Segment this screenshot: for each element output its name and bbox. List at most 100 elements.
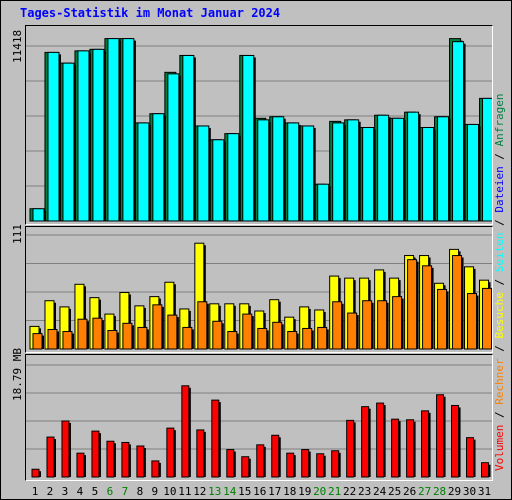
hits-seiten-bar-day-29 (452, 41, 465, 222)
volume-volumen-bar-day-22 (346, 419, 355, 478)
visits-rechner-bar-day-22 (347, 312, 358, 350)
x-tick-label-day-30: 30 (462, 485, 477, 498)
visits-rechner-bar-day-4 (77, 318, 88, 350)
x-tick-label-day-24: 24 (373, 485, 387, 498)
x-tick-label-day-25: 25 (387, 485, 402, 498)
visits-rechner-bar-day-2 (47, 328, 58, 350)
volume-volumen-bar-day-7 (121, 441, 130, 478)
hits-seiten-bar-day-20 (317, 183, 330, 222)
visits-rechner-bar-day-13 (212, 320, 223, 350)
visits-rechner-bar-day-23 (362, 300, 373, 350)
legend-separator: / (493, 272, 506, 293)
x-tick-label-day-18: 18 (283, 485, 297, 498)
hits-seiten-bar-day-19 (302, 125, 315, 222)
legend-item-dateien: Dateien (493, 166, 506, 213)
hits-seiten-bar-day-31 (482, 97, 492, 222)
legend-separator: / (493, 404, 506, 425)
x-tick-label-day-2: 2 (46, 485, 54, 498)
volume-volumen-bar-day-28 (436, 394, 445, 478)
volume-volumen-bar-day-30 (466, 437, 475, 478)
visits-rechner-bar-day-18 (287, 331, 298, 350)
x-tick-label-day-13: 13 (208, 485, 222, 498)
visits-rechner-bar-day-25 (392, 296, 403, 350)
hits-seiten-bar-day-28 (437, 116, 450, 222)
x-tick-label-day-5: 5 (91, 485, 99, 498)
volume-volumen-bar-day-20 (316, 453, 325, 478)
hits-seiten-bar-day-16 (257, 119, 270, 222)
hits-seiten-bar-day-12 (197, 125, 210, 222)
visits-rechner-bar-day-6 (107, 330, 118, 350)
x-tick-label-day-14: 14 (223, 485, 237, 498)
legend-item-volumen: Volumen (493, 424, 506, 471)
x-tick-label-day-23: 23 (358, 485, 372, 498)
x-tick-label-day-16: 16 (253, 485, 267, 498)
hits-seiten-bar-day-7 (122, 38, 135, 222)
x-tick-label-day-10: 10 (163, 485, 177, 498)
legend-separator: / (493, 212, 506, 233)
hits-seiten-bar-day-22 (347, 119, 360, 222)
x-axis-day-labels: 1 2 3 4 5 6 7 8 9 10 11 12 13 14 15 16 17 18 19 20 21 22 23 24 2… (25, 485, 491, 499)
legend-separator: / (493, 338, 506, 359)
x-tick-label-day-28: 28 (432, 485, 447, 498)
x-tick-label-day-27: 27 (417, 485, 432, 498)
x-tick-label-day-3: 3 (61, 485, 69, 498)
volume-volumen-bar-day-25 (391, 418, 400, 478)
x-tick-label-day-7: 7 (121, 485, 129, 498)
x-tick-label-day-22: 22 (343, 485, 357, 498)
visits-rechner-bar-day-5 (92, 317, 103, 350)
legend-item-anfragen: Anfragen (493, 93, 506, 147)
volume-volumen-bar-day-4 (76, 452, 85, 478)
x-tick-label-day-15: 15 (238, 485, 252, 498)
volume-volumen-bar-day-1 (31, 468, 40, 478)
visits-plot (26, 234, 492, 350)
volume-volumen-bar-day-6 (106, 440, 115, 478)
visits-rechner-bar-day-29 (452, 255, 463, 350)
volume-volumen-bar-day-9 (151, 460, 160, 478)
visits-rechner-bar-day-31 (482, 287, 492, 350)
hits-seiten-bar-day-11 (182, 54, 195, 222)
visits-rechner-bar-day-26 (407, 259, 418, 350)
visits-rechner-bar-day-14 (227, 331, 238, 350)
x-tick-label-day-17: 17 (268, 485, 282, 498)
volume-volumen-bar-day-11 (181, 385, 190, 478)
volume-volumen-bar-day-8 (136, 445, 145, 478)
volume-volumen-bar-day-16 (256, 444, 265, 478)
hits-seiten-bar-day-23 (362, 127, 375, 222)
visits-rechner-bar-day-16 (257, 327, 268, 350)
visits-rechner-bar-day-12 (197, 301, 208, 350)
volume-panel (25, 354, 493, 481)
x-tick-label-day-21: 21 (328, 485, 342, 498)
hits-seiten-bar-day-24 (377, 114, 390, 222)
legend-item-seiten: Seiten (493, 232, 506, 273)
legend-item-rechner: Rechner (493, 358, 506, 405)
visits-rechner-bar-day-28 (437, 288, 448, 350)
hits-seiten-bar-day-1 (32, 208, 45, 222)
x-tick-label-day-26: 26 (402, 485, 417, 498)
legend-item-besuche: Besuche (493, 292, 506, 339)
x-tick-label-day-4: 4 (76, 485, 84, 498)
visits-rechner-bar-day-10 (167, 314, 178, 350)
volume-volumen-bar-day-26 (406, 419, 415, 478)
hits-seiten-bar-day-10 (167, 73, 180, 222)
volume-volumen-bar-day-10 (166, 427, 175, 478)
hits-seiten-bar-day-5 (92, 48, 105, 222)
volume-volumen-bar-day-24 (376, 402, 385, 478)
volume-volumen-bar-day-12 (196, 429, 205, 478)
volume-volumen-bar-day-2 (46, 436, 55, 478)
volume-volumen-bar-day-29 (451, 404, 460, 478)
visits-rechner-bar-day-19 (302, 327, 313, 350)
hits-seiten-bar-day-18 (287, 122, 300, 222)
legend-separator: / (493, 146, 506, 167)
hits-seiten-bar-day-21 (332, 122, 345, 222)
x-tick-label-day-1: 1 (31, 485, 39, 498)
visits-rechner-bar-day-20 (317, 326, 328, 350)
visits-rechner-bar-day-27 (422, 265, 433, 350)
visits-rechner-bar-day-8 (137, 326, 148, 350)
volume-ymax-label: 18.79 MB (11, 348, 24, 401)
x-tick-label-day-11: 11 (178, 485, 192, 498)
legend: Volumen / Rechner / Besuche / Seiten / D… (493, 11, 506, 471)
visits-rechner-bar-day-9 (152, 304, 163, 350)
visits-ymax-label: 111 (11, 224, 24, 244)
hits-seiten-bar-day-17 (272, 116, 285, 222)
